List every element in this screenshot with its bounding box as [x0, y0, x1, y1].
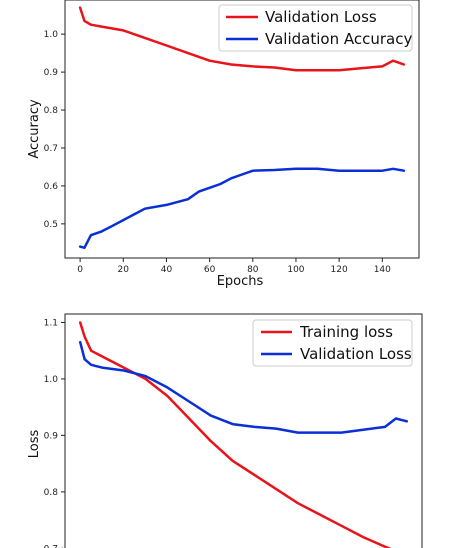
x-tick-label: 40 [161, 265, 173, 275]
legend-box-2 [252, 319, 413, 367]
y-axis-label-2: Loss [27, 430, 42, 459]
x-tick-label: 0 [77, 265, 83, 275]
series-line-validation-loss [78, 340, 409, 434]
series-line-training-loss [78, 321, 392, 548]
legend-1: Validation Loss Validation Accuracy [218, 4, 413, 52]
x-tick-label: 120 [331, 265, 348, 275]
y-axis-2: 0.7 0.8 0.9 1.0 1.1 [44, 318, 65, 548]
x-axis-label-1: Epochs [217, 274, 264, 289]
y-axis-1: 0.5 0.6 0.7 0.8 0.9 1.0 [44, 30, 65, 230]
y-tick-label: 0.9 [44, 431, 59, 441]
series-lines-2 [78, 321, 409, 548]
x-tick-label: 80 [247, 265, 259, 275]
y-tick-label: 0.8 [44, 488, 59, 498]
loss-chart: 0.7 0.8 0.9 1.0 1.1 Loss Training loss Valid… [27, 313, 423, 548]
y-tick-label: 1.0 [44, 375, 59, 385]
legend-label-validation-loss-2: Validation Loss [300, 345, 412, 363]
y-tick-label: 0.6 [44, 182, 59, 192]
x-axis-1: 0 20 40 60 80 100 120 140 [77, 258, 391, 275]
y-tick-label: 1.1 [44, 318, 58, 328]
legend-label-training-loss: Training loss [299, 323, 393, 341]
y-tick-label: 0.7 [44, 544, 58, 548]
series-lines-1 [78, 6, 406, 250]
y-tick-label: 0.8 [44, 106, 59, 116]
legend-box-1 [218, 4, 413, 52]
legend-label-validation-loss: Validation Loss [265, 8, 377, 26]
x-tick-label: 60 [204, 265, 216, 275]
x-tick-label: 100 [287, 265, 304, 275]
series-line-validation-accuracy [78, 167, 406, 250]
y-tick-label: 0.9 [44, 68, 59, 78]
x-tick-label: 20 [118, 265, 130, 275]
series-line-validation-loss [78, 6, 406, 72]
y-tick-label: 0.7 [44, 144, 58, 154]
legend-2: Training loss Validation Loss [252, 319, 413, 367]
accuracy-chart: 0.5 0.6 0.7 0.8 0.9 1.0 0 20 40 60 80 100 120 140 Ep… [27, 0, 420, 289]
y-axis-label-1: Accuracy [27, 99, 42, 159]
x-tick-label: 140 [374, 265, 391, 275]
y-tick-label: 1.0 [44, 30, 59, 40]
y-tick-label: 0.5 [44, 220, 58, 230]
legend-label-validation-accuracy: Validation Accuracy [265, 30, 412, 48]
